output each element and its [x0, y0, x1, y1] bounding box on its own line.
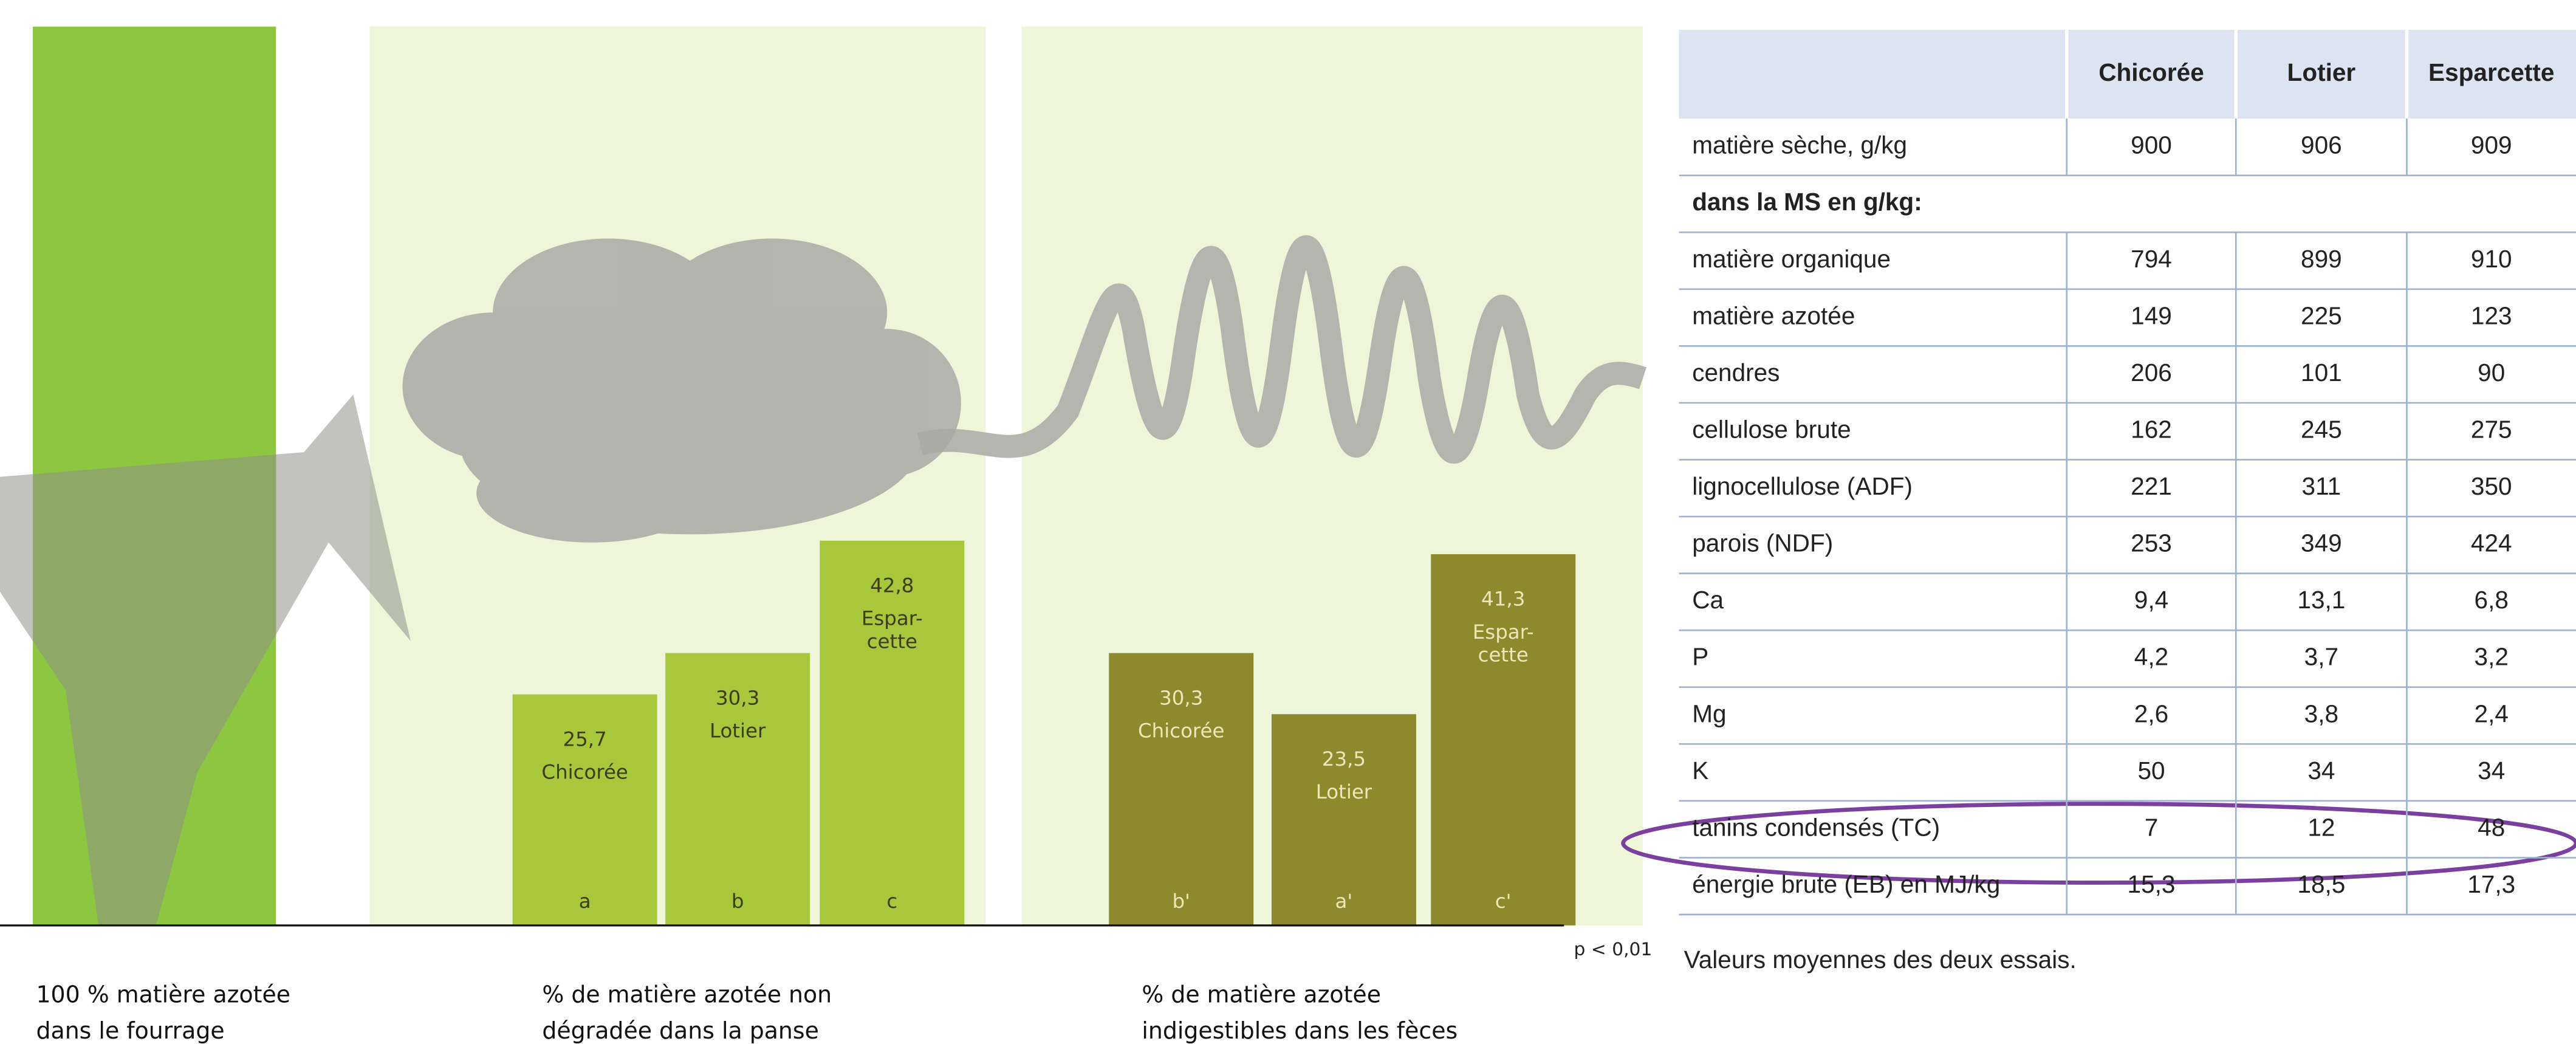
cell: 2,4 — [2475, 699, 2509, 727]
row-label: tanins condensés (TC) — [1692, 813, 1940, 841]
cell: 4,2 — [2134, 643, 2168, 671]
row-label: cellulose brute — [1692, 415, 1851, 443]
bar — [1271, 714, 1416, 926]
cell: 275 — [2471, 415, 2512, 443]
group-letter: b' — [1172, 890, 1190, 913]
column-header: Lotier — [2287, 58, 2356, 86]
cell: 13,1 — [2297, 586, 2345, 614]
cell: 162 — [2131, 415, 2172, 443]
cell: 221 — [2131, 472, 2172, 500]
cell: 206 — [2131, 359, 2172, 386]
value-label: 23,5 — [1322, 747, 1366, 771]
highlight-ellipse — [1621, 802, 2576, 885]
cell: 350 — [2471, 472, 2512, 500]
row-label: Mg — [1692, 699, 1726, 727]
cell: 3,2 — [2475, 643, 2509, 671]
value-label: 25,7 — [563, 727, 607, 750]
row-label: lignocellulose (ADF) — [1692, 472, 1913, 500]
cell: 149 — [2131, 301, 2172, 329]
cell: 17,3 — [2467, 870, 2515, 898]
cell: 6,8 — [2475, 586, 2509, 614]
category-label: Lotier — [710, 719, 766, 742]
cell: 101 — [2301, 359, 2342, 386]
bar — [1431, 554, 1576, 926]
cell: 253 — [2131, 529, 2172, 557]
category-label: Chicorée — [1138, 719, 1224, 742]
cell: 2,6 — [2134, 699, 2168, 727]
cell: 225 — [2301, 301, 2342, 329]
group-letter: c — [886, 890, 897, 913]
caption: 100 % matière azotée — [36, 981, 290, 1008]
bar — [820, 540, 965, 926]
cell: 311 — [2302, 472, 2341, 500]
caption: indigestibles dans les fèces — [1142, 1017, 1458, 1044]
significance: p < 0,01 — [1574, 939, 1653, 960]
value-label: 41,3 — [1481, 588, 1525, 611]
caption: % de matière azotée — [1142, 981, 1381, 1008]
table-note: Valeurs moyennes des deux essais. — [1684, 946, 2077, 974]
caption: dégradée dans la panse — [542, 1017, 819, 1044]
cell: 34 — [2307, 757, 2335, 785]
cell: 910 — [2471, 245, 2512, 273]
cell: 9,4 — [2134, 586, 2168, 614]
row-label: Ca — [1692, 586, 1724, 614]
cell: 349 — [2301, 529, 2342, 557]
cell: 7 — [2145, 813, 2159, 841]
cell: 50 — [2137, 757, 2165, 785]
caption: dans le fourrage — [36, 1017, 224, 1044]
cell: 12 — [2307, 813, 2335, 841]
cell: 906 — [2301, 131, 2342, 159]
row-label: P — [1692, 643, 1708, 671]
cell: 245 — [2301, 415, 2342, 443]
row-label: matière organique — [1692, 245, 1891, 273]
category-label: Espar-cette — [1473, 620, 1534, 667]
group-letter: c' — [1495, 890, 1512, 913]
cell: 900 — [2131, 131, 2172, 159]
cell: 794 — [2131, 245, 2172, 273]
cell: 15,3 — [2128, 870, 2176, 898]
cell: 909 — [2471, 131, 2512, 159]
cell: 3,8 — [2304, 699, 2338, 727]
row-label: cendres — [1692, 359, 1780, 386]
category-label: Lotier — [1316, 780, 1372, 803]
row-label: matière sèche, g/kg — [1692, 131, 1907, 159]
column-header: Esparcette — [2428, 58, 2554, 86]
bar — [512, 694, 657, 926]
cell: 18,5 — [2297, 870, 2345, 898]
group-letter: a' — [1335, 890, 1353, 913]
caption: % de matière azotée non — [542, 981, 832, 1008]
cell: 899 — [2301, 245, 2342, 273]
cell: 90 — [2478, 359, 2505, 386]
cell: 424 — [2471, 529, 2512, 557]
table-header-bg — [1679, 30, 2576, 119]
value-label: 42,8 — [870, 574, 914, 597]
cell: 34 — [2478, 757, 2505, 785]
bar — [665, 653, 810, 926]
group-letter: b — [731, 890, 744, 913]
cone-decoration — [0, 394, 411, 926]
cloud-decoration — [402, 238, 961, 543]
column-header: Chicorée — [2098, 58, 2204, 86]
cell: 123 — [2471, 301, 2512, 329]
value-label: 30,3 — [1159, 686, 1203, 709]
row-label: matière azotée — [1692, 301, 1855, 329]
cell: 48 — [2478, 813, 2505, 841]
row-label: K — [1692, 757, 1708, 785]
spring-decoration — [917, 235, 1647, 464]
group-letter: a — [579, 890, 591, 913]
row-label: dans la MS en g/kg: — [1692, 188, 1922, 216]
category-label: Chicorée — [541, 761, 628, 784]
value-label: 30,3 — [716, 686, 759, 709]
row-label: parois (NDF) — [1692, 529, 1833, 557]
bar — [1109, 653, 1254, 926]
cell: 3,7 — [2304, 643, 2338, 671]
row-label: énergie brute (EB) en MJ/kg — [1692, 870, 2000, 898]
category-label: Espar-cette — [862, 607, 923, 653]
